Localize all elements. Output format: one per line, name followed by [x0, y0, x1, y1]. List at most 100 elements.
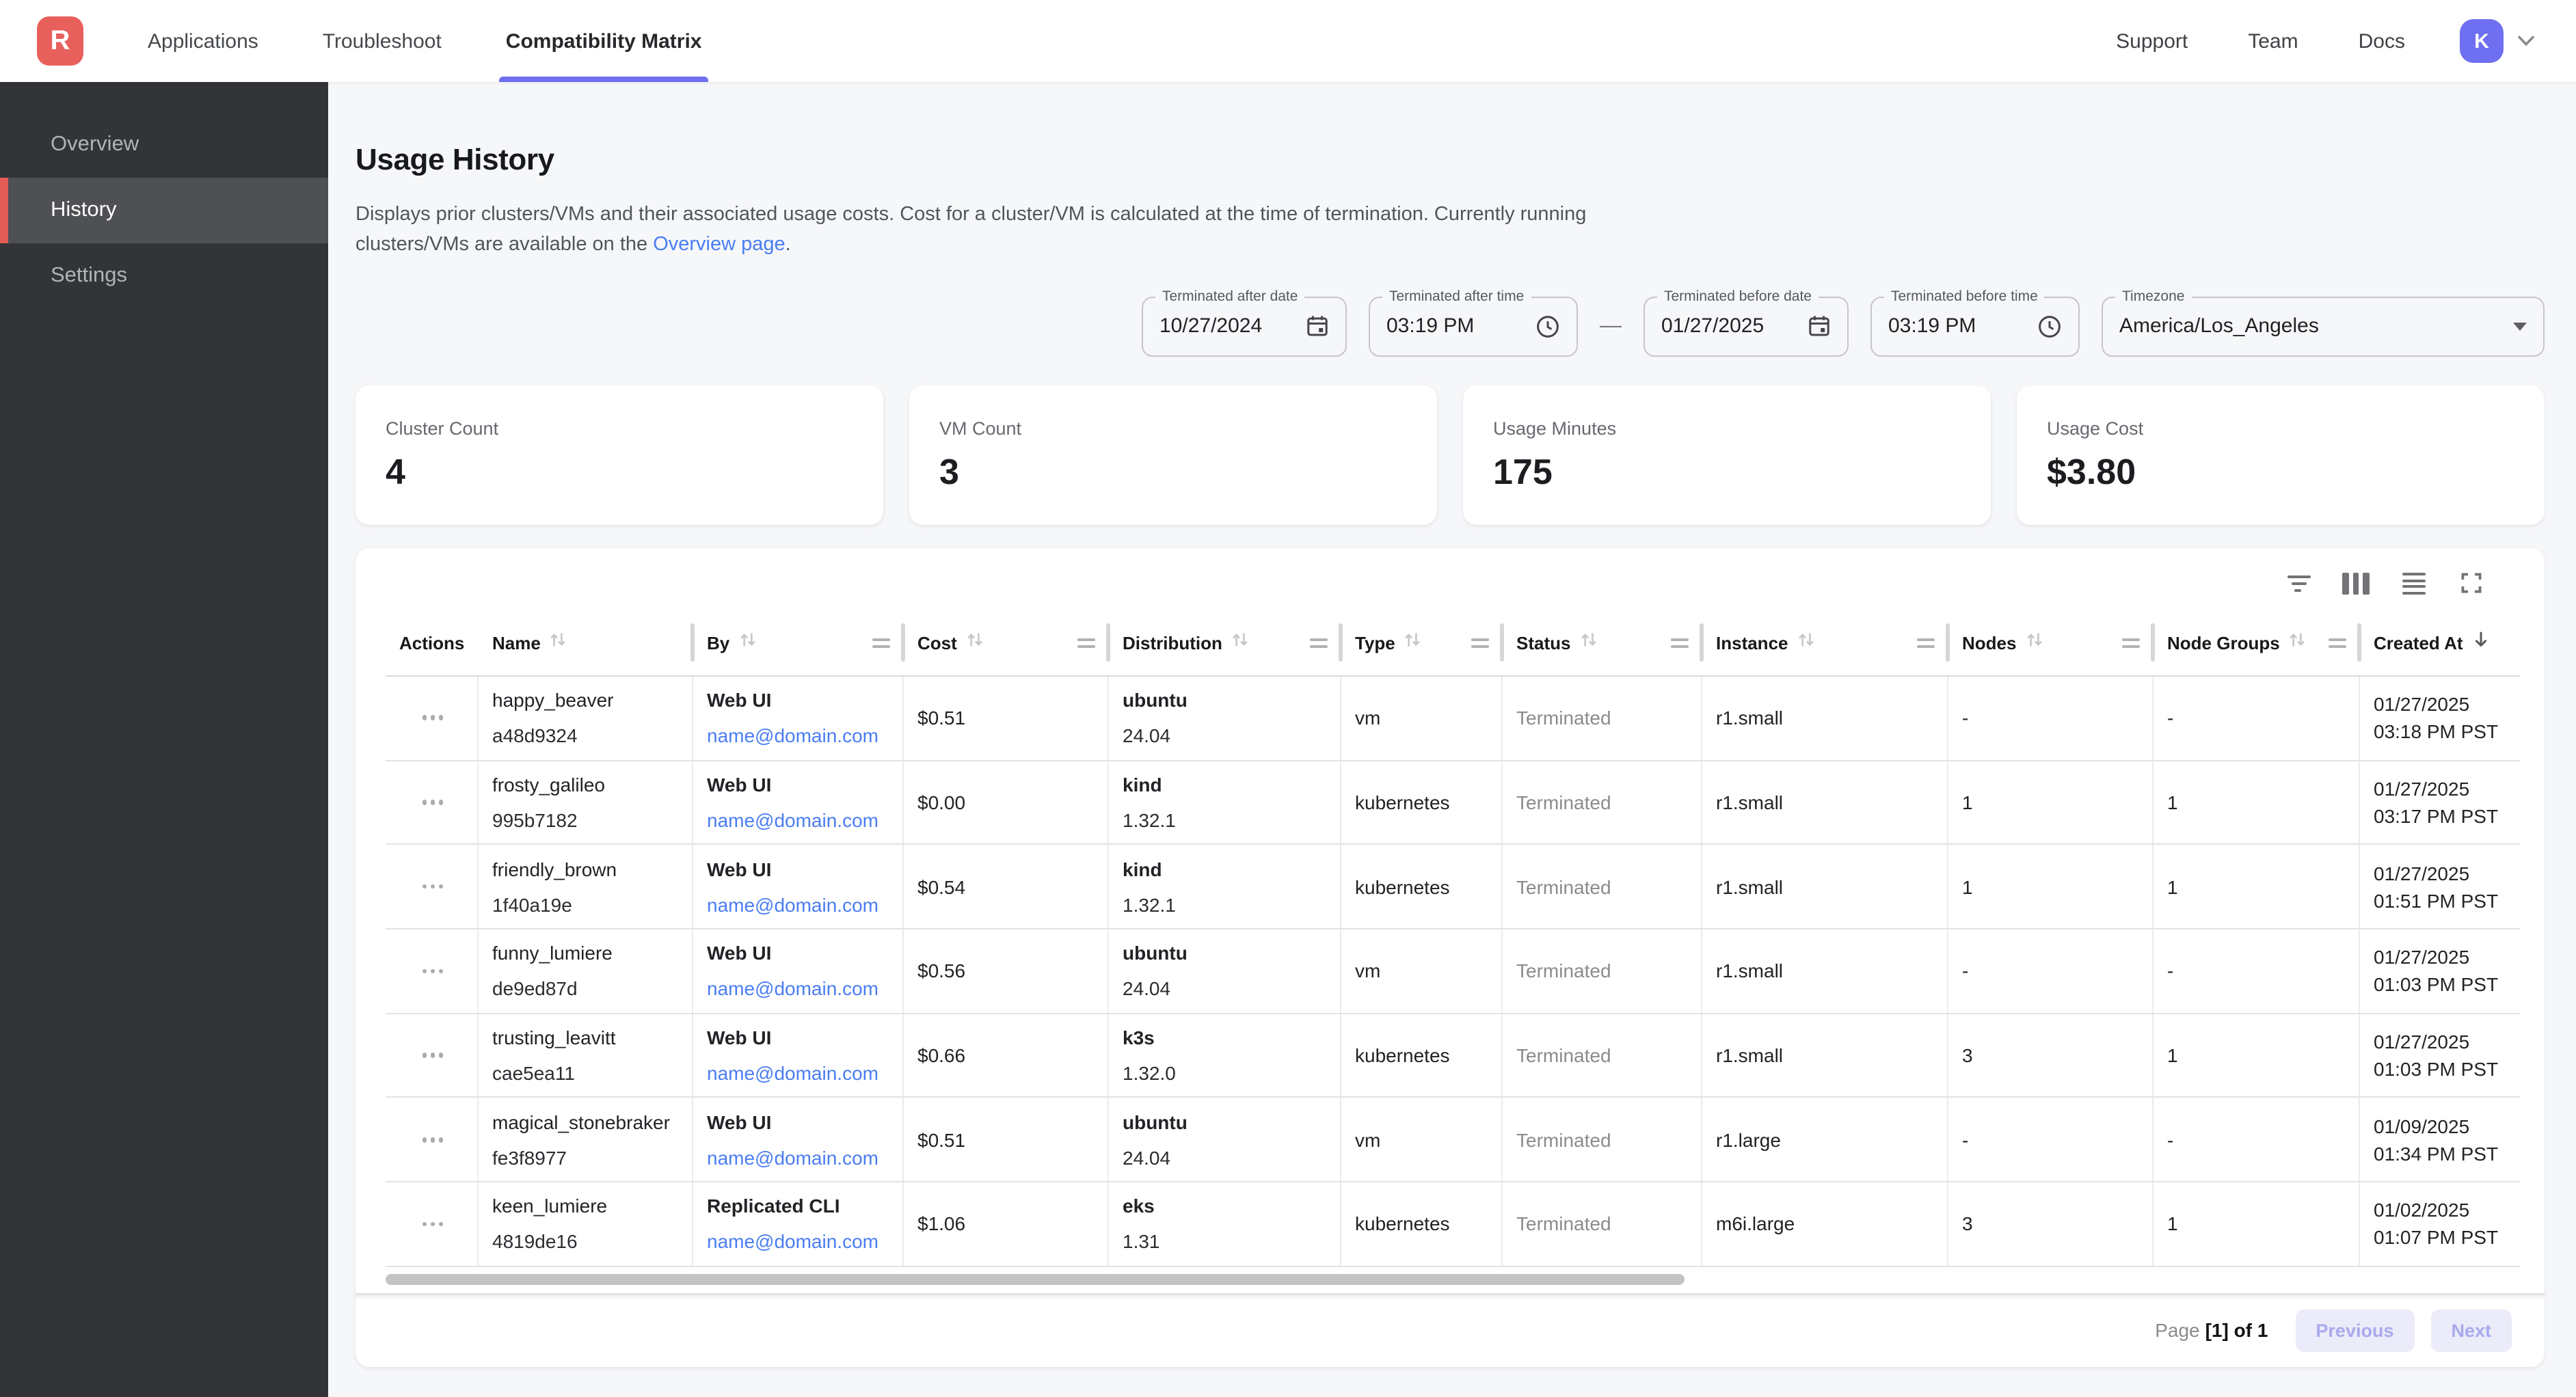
column-menu-icon[interactable]	[2119, 632, 2143, 654]
sidebar-item[interactable]: Settings	[0, 243, 328, 309]
calendar-icon[interactable]	[1808, 315, 1831, 338]
status-cell: Terminated	[1503, 930, 1702, 1012]
nav-link[interactable]: Team	[2248, 29, 2298, 53]
nav-link[interactable]: Docs	[2359, 29, 2405, 53]
sort-icon[interactable]	[738, 630, 757, 656]
actions-menu-icon[interactable]	[416, 707, 448, 729]
cost-cell: $0.54	[904, 845, 1109, 928]
sidebar-item[interactable]: Overview	[0, 112, 328, 178]
next-page-button[interactable]: Next	[2430, 1310, 2512, 1352]
type-cell: kubernetes	[1341, 1014, 1503, 1096]
created-at-cell: 01/27/2025 01:51 PM PST	[2360, 845, 2520, 928]
node-groups-cell: -	[2154, 677, 2360, 759]
horizontal-scrollbar[interactable]	[386, 1274, 1685, 1285]
nodes-cell: 1	[1948, 761, 2154, 843]
app-logo[interactable]: R	[37, 16, 83, 66]
column-header[interactable]: Distribution	[1109, 611, 1341, 675]
actions-menu-icon[interactable]	[416, 1213, 448, 1234]
column-menu-icon[interactable]	[2326, 632, 2349, 654]
nav-tab[interactable]: Applications	[148, 0, 258, 82]
sort-icon[interactable]	[2024, 630, 2043, 656]
actions-menu-icon[interactable]	[416, 960, 448, 981]
actions-menu-icon[interactable]	[416, 1044, 448, 1066]
actions-menu-icon[interactable]	[416, 791, 448, 813]
email-link[interactable]: name@domain.com	[707, 722, 891, 750]
column-header[interactable]: Created At	[2360, 611, 2520, 675]
filter-icon[interactable]	[2282, 567, 2315, 600]
node-groups-cell: 1	[2154, 845, 2360, 928]
distribution-cell: ubuntu 24.04	[1109, 1098, 1341, 1181]
field-value: 10/27/2024	[1159, 315, 1295, 338]
fullscreen-icon[interactable]	[2454, 567, 2487, 600]
overview-page-link[interactable]: Overview page	[653, 234, 785, 256]
column-header[interactable]: By	[693, 611, 904, 675]
name-cell: keen_lumiere 4819de16	[479, 1182, 693, 1265]
terminated-after-time-field[interactable]: Terminated after time 03:19 PM	[1369, 297, 1578, 357]
column-header[interactable]: Actions	[386, 611, 479, 675]
created-at-cell: 01/09/2025 01:34 PM PST	[2360, 1098, 2520, 1181]
email-link[interactable]: name@domain.com	[707, 1143, 891, 1171]
column-header[interactable]: Node Groups	[2154, 611, 2360, 675]
chevron-down-icon[interactable]	[2517, 36, 2535, 46]
stat-card: Usage Minutes 175	[1463, 385, 1991, 525]
stat-value: $3.80	[2047, 451, 2514, 493]
email-link[interactable]: name@domain.com	[707, 1059, 891, 1087]
instance-cell: r1.small	[1702, 930, 1948, 1012]
nav-link[interactable]: Support	[2116, 29, 2188, 53]
field-label: Timezone	[2115, 288, 2191, 305]
distribution-cell: kind 1.32.1	[1109, 761, 1341, 843]
instance-cell: r1.small	[1702, 845, 1948, 928]
nodes-cell: 1	[1948, 845, 2154, 928]
table-row: trusting_leavitt cae5ea11 Web UI name@do…	[386, 1014, 2520, 1098]
nav-tab[interactable]: Compatibility Matrix	[506, 0, 702, 82]
by-cell: Web UI name@domain.com	[693, 761, 904, 843]
columns-icon[interactable]	[2339, 567, 2372, 600]
status-cell: Terminated	[1503, 677, 1702, 759]
field-label: Terminated before time	[1884, 288, 2045, 305]
sort-icon[interactable]	[965, 630, 984, 656]
density-icon[interactable]	[2397, 567, 2430, 600]
clock-icon[interactable]	[1535, 314, 1560, 339]
type-cell: vm	[1341, 677, 1503, 759]
sort-icon[interactable]	[1231, 630, 1250, 656]
email-link[interactable]: name@domain.com	[707, 806, 891, 834]
nodes-cell: -	[1948, 930, 2154, 1012]
column-menu-icon[interactable]	[1668, 632, 1691, 654]
actions-menu-icon[interactable]	[416, 876, 448, 897]
sort-icon[interactable]	[549, 630, 568, 656]
sort-icon[interactable]	[1579, 630, 1598, 656]
clock-icon[interactable]	[2037, 314, 2062, 339]
nav-tab[interactable]: Troubleshoot	[323, 0, 442, 82]
avatar[interactable]: K	[2460, 19, 2504, 63]
email-link[interactable]: name@domain.com	[707, 891, 891, 918]
column-menu-icon[interactable]	[1075, 632, 1098, 654]
email-link[interactable]: name@domain.com	[707, 975, 891, 1003]
sidebar-item[interactable]: History	[0, 178, 328, 243]
status-cell: Terminated	[1503, 1014, 1702, 1096]
column-menu-icon[interactable]	[1468, 632, 1492, 654]
timezone-select[interactable]: Timezone America/Los_Angeles	[2102, 297, 2545, 357]
email-link[interactable]: name@domain.com	[707, 1228, 891, 1256]
sort-icon[interactable]	[2288, 630, 2307, 656]
column-header[interactable]: Cost	[904, 611, 1109, 675]
sort-desc-icon[interactable]	[2473, 630, 2491, 656]
actions-menu-icon[interactable]	[416, 1129, 448, 1150]
column-header[interactable]: Status	[1503, 611, 1702, 675]
column-menu-icon[interactable]	[870, 632, 893, 654]
column-header[interactable]: Type	[1341, 611, 1503, 675]
column-menu-icon[interactable]	[1914, 632, 1937, 654]
terminated-after-date-field[interactable]: Terminated after date 10/27/2024	[1142, 297, 1347, 357]
previous-page-button[interactable]: Previous	[2295, 1310, 2414, 1352]
calendar-icon[interactable]	[1306, 315, 1329, 338]
sort-icon[interactable]	[1797, 630, 1816, 656]
terminated-before-time-field[interactable]: Terminated before time 03:19 PM	[1870, 297, 2080, 357]
instance-cell: r1.small	[1702, 1014, 1948, 1096]
node-groups-cell: 1	[2154, 1014, 2360, 1096]
actions-cell	[386, 930, 479, 1012]
column-header[interactable]: Name	[479, 611, 693, 675]
column-header[interactable]: Instance	[1702, 611, 1948, 675]
column-menu-icon[interactable]	[1307, 632, 1330, 654]
column-header[interactable]: Nodes	[1948, 611, 2154, 675]
terminated-before-date-field[interactable]: Terminated before date 01/27/2025	[1643, 297, 1849, 357]
sort-icon[interactable]	[1404, 630, 1423, 656]
